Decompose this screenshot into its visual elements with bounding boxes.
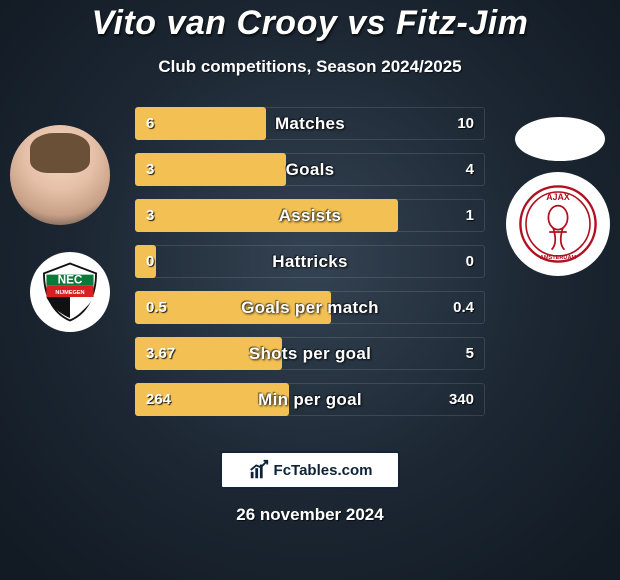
svg-text:NIJMEGEN: NIJMEGEN xyxy=(55,290,84,296)
svg-text:NEC: NEC xyxy=(58,273,83,286)
svg-text:AMSTERDAM: AMSTERDAM xyxy=(540,255,577,261)
nec-logo-icon: NEC NIJMEGEN xyxy=(39,261,101,323)
stat-row: 0.50.4Goals per match xyxy=(135,291,485,324)
stat-label: Min per goal xyxy=(135,383,485,416)
brand-badge: FcTables.com xyxy=(220,451,400,489)
club-left-badge: NEC NIJMEGEN xyxy=(30,252,110,332)
stat-label: Goals xyxy=(135,153,485,186)
stat-label: Shots per goal xyxy=(135,337,485,370)
stat-row: 264340Min per goal xyxy=(135,383,485,416)
club-right-badge: AJAX AMSTERDAM xyxy=(506,172,610,276)
stat-row: 610Matches xyxy=(135,107,485,140)
stat-label: Hattricks xyxy=(135,245,485,278)
stat-row: 31Assists xyxy=(135,199,485,232)
stat-label: Goals per match xyxy=(135,291,485,324)
stat-label: Assists xyxy=(135,199,485,232)
stat-row: 3.675Shots per goal xyxy=(135,337,485,370)
ajax-logo-icon: AJAX AMSTERDAM xyxy=(518,184,598,264)
page-title: Vito van Crooy vs Fitz-Jim xyxy=(0,4,620,43)
brand-text: FcTables.com xyxy=(274,462,373,479)
stat-label: Matches xyxy=(135,107,485,140)
page-subtitle: Club competitions, Season 2024/2025 xyxy=(0,57,620,77)
player-right-photo xyxy=(515,117,605,161)
comparison-chart: NEC NIJMEGEN AJAX AMSTERDAM 610Matches 34… xyxy=(0,107,620,427)
stat-row: 00Hattricks xyxy=(135,245,485,278)
fctables-logo-icon xyxy=(248,459,270,481)
stat-row: 34Goals xyxy=(135,153,485,186)
player-left-photo xyxy=(10,125,110,225)
bar-rows-container: 610Matches 34Goals 31Assists 00Hattricks 0.5… xyxy=(135,107,485,429)
infographic-root: Vito van Crooy vs Fitz-Jim Club competit… xyxy=(0,0,620,580)
footer-date: 26 november 2024 xyxy=(0,505,620,525)
svg-text:AJAX: AJAX xyxy=(546,192,570,202)
